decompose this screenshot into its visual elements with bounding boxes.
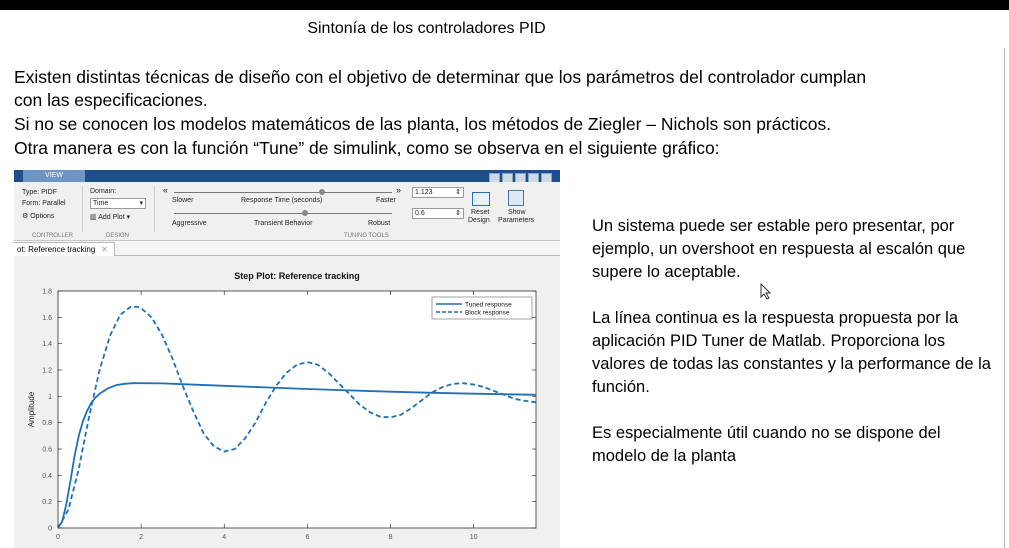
add-plot-label: Add Plot: [98, 214, 125, 221]
plot-area: [57, 290, 537, 529]
intro-line-2: con las especificaciones.: [14, 90, 208, 110]
domain-select[interactable]: Time ▾: [90, 198, 146, 209]
y-tick-label: 0.8: [42, 420, 52, 427]
response-time-knob[interactable]: [319, 189, 326, 195]
intro-line-1: Existen distintas técnicas de diseño con…: [14, 67, 867, 87]
design-label: Design: [468, 217, 490, 224]
doc-tab-reference-tracking[interactable]: ot: Reference tracking ✕: [14, 242, 115, 256]
spinner-icon: ⇕: [455, 189, 461, 196]
form-label: Form: Parallel: [22, 200, 66, 207]
group-design: DESIGN: [106, 233, 130, 239]
response-time-label: Response Time (seconds): [241, 197, 323, 204]
mouse-cursor-icon: [760, 283, 772, 300]
y-tick-label: 0.2: [42, 499, 52, 506]
gear-icon: ⚙: [22, 213, 29, 220]
y-tick-label: 1.4: [42, 341, 52, 348]
intro-line-3: Si no se conocen los modelos matemáticos…: [14, 114, 832, 134]
legend-entry: Tuned response: [465, 302, 512, 309]
top-bar: [0, 0, 1009, 10]
x-tick-label: 2: [139, 534, 143, 541]
reset-label: Reset: [471, 209, 490, 216]
x-tick-label: 10: [470, 534, 478, 541]
type-label: Type: PIDF: [22, 189, 58, 196]
chevron-left-icon[interactable]: «: [163, 185, 169, 195]
divider: [1004, 48, 1005, 548]
y-tick-label: 0: [48, 526, 52, 533]
show-label: Show: [508, 209, 526, 216]
x-tick-label: 6: [305, 534, 309, 541]
chevron-right-icon[interactable]: »: [396, 185, 402, 195]
separator: [154, 186, 155, 232]
parameters-label: Parameters: [498, 217, 535, 224]
series-line-block: [58, 305, 536, 528]
right-paragraph-1: Un sistema puede ser estable pero presen…: [592, 217, 966, 281]
transient-label: Transient Behavior: [254, 220, 313, 227]
group-tuning: TUNING TOOLS: [344, 233, 389, 239]
x-tick-label: 4: [222, 534, 226, 541]
series-line-tuned: [58, 382, 536, 528]
transient-input[interactable]: 0.6 ⇕: [412, 208, 464, 219]
response-time-slider[interactable]: [174, 192, 392, 193]
transient-value: 0.6: [415, 210, 425, 217]
y-tick-label: 0.6: [42, 447, 52, 454]
y-axis-label: Amplitude: [27, 391, 36, 427]
slower-label: Slower: [172, 197, 194, 204]
response-time-input[interactable]: 1.123 ⇕: [412, 187, 464, 198]
domain-label: Domain:: [90, 188, 117, 195]
chart-title: Step Plot: Reference tracking: [234, 271, 360, 281]
domain-value: Time: [93, 200, 109, 207]
add-plot-button[interactable]: ▥ Add Plot ▾: [90, 214, 131, 221]
slide-title: Sintonía de los controladores PID: [307, 20, 546, 37]
options-button[interactable]: ⚙ Options: [22, 212, 54, 220]
right-column: Un sistema puede ser estable pero presen…: [592, 215, 997, 491]
group-controller: CONTROLLER: [32, 233, 74, 239]
robust-label: Robust: [368, 220, 391, 227]
spinner-icon: ⇕: [455, 210, 461, 217]
reset-design-icon[interactable]: [472, 192, 490, 206]
ribbon: Type: PIDF Form: Parallel ⚙ Options Doma…: [14, 182, 560, 241]
faster-label: Faster: [376, 197, 396, 204]
document-tabs: ot: Reference tracking ✕: [14, 241, 560, 256]
right-paragraph-2: La línea continua es la respuesta propue…: [592, 309, 991, 396]
y-tick-label: 1: [48, 394, 52, 401]
step-plot: Step Plot: Reference tracking 0 0.2 0.4 0.6 0…: [27, 271, 537, 541]
right-paragraph-3: Es especialmente útil cuando no se dispo…: [592, 424, 941, 465]
transient-slider[interactable]: [174, 213, 392, 214]
close-icon[interactable]: ✕: [101, 245, 108, 254]
aggressive-label: Aggressive: [172, 220, 207, 227]
pid-tuner-screenshot: VIEW Type: PIDF Form: Parallel ⚙ Options…: [14, 170, 560, 548]
x-tick-label: 8: [389, 534, 393, 541]
legend-box: [431, 296, 533, 320]
intro-line-4: Otra manera es con la función “Tune” de …: [14, 138, 720, 158]
transient-knob[interactable]: [301, 210, 308, 216]
y-tick-label: 0.4: [42, 473, 52, 480]
legend-entry: Block response: [465, 310, 510, 317]
y-tick-label: 1.6: [42, 315, 52, 322]
y-tick-label: 1.2: [42, 368, 52, 375]
response-time-value: 1.123: [415, 189, 433, 196]
quick-access-icons: [487, 171, 552, 184]
doc-tab-label: ot: Reference tracking: [17, 245, 96, 254]
y-tick-label: 1.8: [42, 289, 52, 296]
separator: [82, 186, 83, 232]
show-parameters-icon[interactable]: [508, 190, 524, 206]
x-tick-label: 0: [56, 534, 60, 541]
ribbon-tabstrip: VIEW: [14, 170, 560, 184]
options-label: Options: [30, 213, 55, 220]
tab-view[interactable]: VIEW: [23, 170, 85, 182]
plot-icon: ▥: [90, 214, 97, 221]
chevron-down-icon: ▾: [139, 200, 143, 207]
